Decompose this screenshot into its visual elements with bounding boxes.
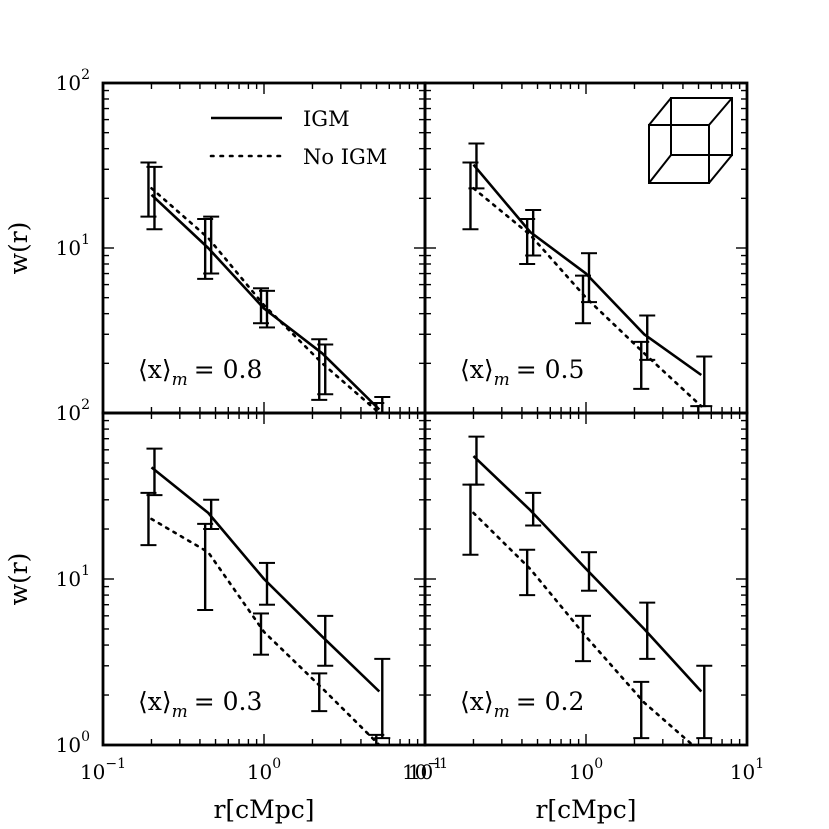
x-tick-label: 100 <box>569 756 603 784</box>
tick-exponent: 0 <box>81 729 90 745</box>
tick-base: 10 <box>247 760 272 784</box>
y-tick-label: 102 <box>56 67 90 95</box>
x-axis-label: r[cMpc] <box>213 795 314 824</box>
x-tick-label: 10−1 <box>402 756 448 784</box>
tick-base: 10 <box>569 760 594 784</box>
tick-exponent: −1 <box>427 756 448 772</box>
series-line-igm <box>472 163 703 377</box>
series-line-no-igm <box>472 511 695 745</box>
cube-edge <box>648 97 672 126</box>
series-line-no-igm <box>472 187 703 408</box>
tick-base: 10 <box>56 567 81 591</box>
x-tick-label: 10−1 <box>80 756 126 784</box>
annotation-value: = 0.2 <box>516 687 585 716</box>
y-tick-label: 101 <box>56 563 90 591</box>
series-line-igm <box>472 455 703 693</box>
tick-exponent: 1 <box>755 756 764 772</box>
annotation-prefix: ⟨x⟩ <box>460 355 494 384</box>
annotation-value: = 0.8 <box>194 355 263 384</box>
annotation-sub: m <box>172 370 188 390</box>
panel-data <box>462 435 713 745</box>
x-axis-label: r[cMpc] <box>535 795 636 824</box>
series-line-igm <box>150 193 381 411</box>
panel-4: ⟨x⟩m = 0.2 <box>423 411 749 747</box>
panel-annotation: ⟨x⟩m = 0.5 <box>460 355 584 390</box>
legend-label: IGM <box>303 107 350 131</box>
annotation-sub: m <box>494 702 510 722</box>
y-tick-label: 100 <box>56 729 90 757</box>
annotation-sub: m <box>494 370 510 390</box>
tick-base: 10 <box>408 760 433 784</box>
tick-exponent: 2 <box>81 67 90 83</box>
legend-label: No IGM <box>303 145 387 169</box>
axis-labels-layer: r[cMpc] r[cMpc] w(r) w(r) <box>4 222 637 824</box>
y-axis-label: w(r) <box>4 222 33 275</box>
panels-layer: ⟨x⟩m = 0.8 ⟨x⟩m = 0.5⟨x⟩m = 0.3 ⟨x⟩m = 0.2IGMN… <box>101 81 749 747</box>
tick-exponent: 0 <box>594 756 603 772</box>
annotation-prefix: ⟨x⟩ <box>460 687 494 716</box>
panel-data <box>140 447 391 745</box>
tick-exponent: 2 <box>81 397 90 413</box>
y-tick-label: 101 <box>56 232 90 260</box>
series-line-igm <box>150 466 381 693</box>
cube-edge <box>708 154 733 184</box>
cube-edge <box>708 97 733 126</box>
cube-wireframe-icon <box>648 97 733 184</box>
tick-exponent: 0 <box>272 756 281 772</box>
annotation-sub: m <box>172 702 188 722</box>
series-line-no-igm <box>150 187 381 413</box>
annotation-prefix: ⟨x⟩ <box>138 687 172 716</box>
tick-base: 10 <box>56 733 81 757</box>
y-tick-label: 102 <box>56 397 90 425</box>
panel-2: ⟨x⟩m = 0.5 <box>423 81 749 415</box>
series-line-no-igm <box>150 517 381 745</box>
tick-base: 10 <box>402 760 427 784</box>
legend: IGM No IGM <box>209 107 387 169</box>
panel-data <box>462 142 713 413</box>
tick-base: 10 <box>56 236 81 260</box>
annotation-value: = 0.3 <box>194 687 263 716</box>
tick-base: 10 <box>56 71 81 95</box>
panel-annotation: ⟨x⟩m = 0.8 <box>138 355 262 390</box>
cube-edge <box>648 154 672 184</box>
panel-3: ⟨x⟩m = 0.3 <box>101 411 427 747</box>
annotation-prefix: ⟨x⟩ <box>138 355 172 384</box>
panel-annotation: ⟨x⟩m = 0.3 <box>138 687 262 722</box>
tick-base: 10 <box>80 760 105 784</box>
annotation-value: = 0.5 <box>516 355 585 384</box>
tick-exponent: −1 <box>105 756 126 772</box>
panel-frame <box>423 411 749 747</box>
tick-exponent: 1 <box>81 232 90 248</box>
y-axis-label: w(r) <box>4 553 33 606</box>
panel-annotation: ⟨x⟩m = 0.2 <box>460 687 584 722</box>
panel-data <box>140 161 391 413</box>
x-tick-label: 101 <box>408 756 442 784</box>
tick-base: 10 <box>730 760 755 784</box>
tick-base: 10 <box>56 401 81 425</box>
panel-1: ⟨x⟩m = 0.8 <box>101 81 427 415</box>
cube-back-face <box>670 97 733 156</box>
tick-exponent: 1 <box>433 756 442 772</box>
tick-exponent: 1 <box>81 563 90 579</box>
x-tick-label: 101 <box>730 756 764 784</box>
x-tick-label: 100 <box>247 756 281 784</box>
